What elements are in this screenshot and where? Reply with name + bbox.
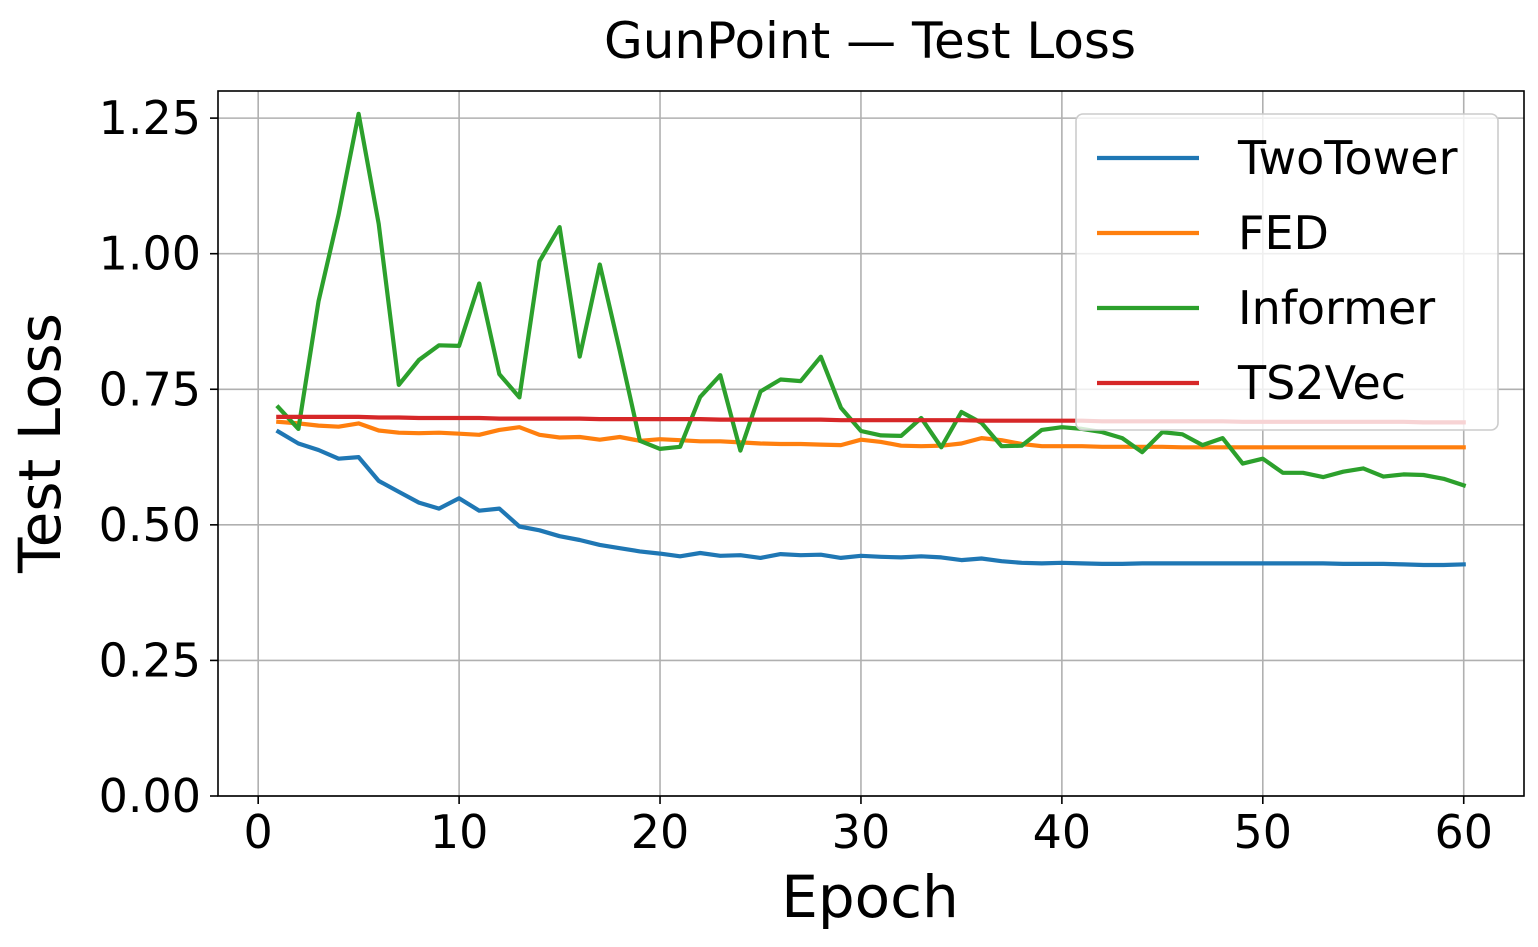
y-axis-label: Test Loss: [6, 313, 74, 574]
series-line-informer: [275, 111, 1467, 488]
series-line-fed: [276, 419, 1466, 450]
x-tick-label: 20: [631, 805, 690, 859]
y-tick-label: 0.75: [99, 362, 201, 416]
y-tick-label: 1.25: [99, 91, 201, 145]
legend-label-ts2vec: TS2Vec: [1237, 356, 1406, 410]
y-tick-label: 1.00: [99, 227, 201, 281]
y-tick-label: 0.50: [99, 498, 201, 552]
plot-frame: [217, 90, 1525, 797]
x-tick-label: 0: [244, 805, 273, 859]
legend-box: [1075, 113, 1499, 431]
x-axis-label: Epoch: [781, 863, 959, 931]
x-tick-label: 30: [832, 805, 891, 859]
tick-layer: 0 10 20 30 40 50 60 0.00 0.25 0.50 0.75 1.00 1.25: [99, 91, 1493, 859]
legend: TwoTower FED Informer TS2Vec: [1075, 113, 1499, 431]
legend-label-fed: FED: [1238, 206, 1329, 260]
x-tick-label: 50: [1234, 805, 1293, 859]
legend-label-twotower: TwoTower: [1237, 131, 1458, 185]
x-tick-label: 60: [1434, 805, 1493, 859]
series-line-twotower: [275, 428, 1466, 568]
x-tick-label: 40: [1033, 805, 1092, 859]
y-tick-label: 0.00: [99, 769, 201, 823]
chart-title: GunPoint — Test Loss: [604, 12, 1136, 70]
legend-label-informer: Informer: [1238, 281, 1435, 335]
y-tick-label: 0.25: [99, 633, 201, 687]
x-tick-label: 10: [430, 805, 489, 859]
